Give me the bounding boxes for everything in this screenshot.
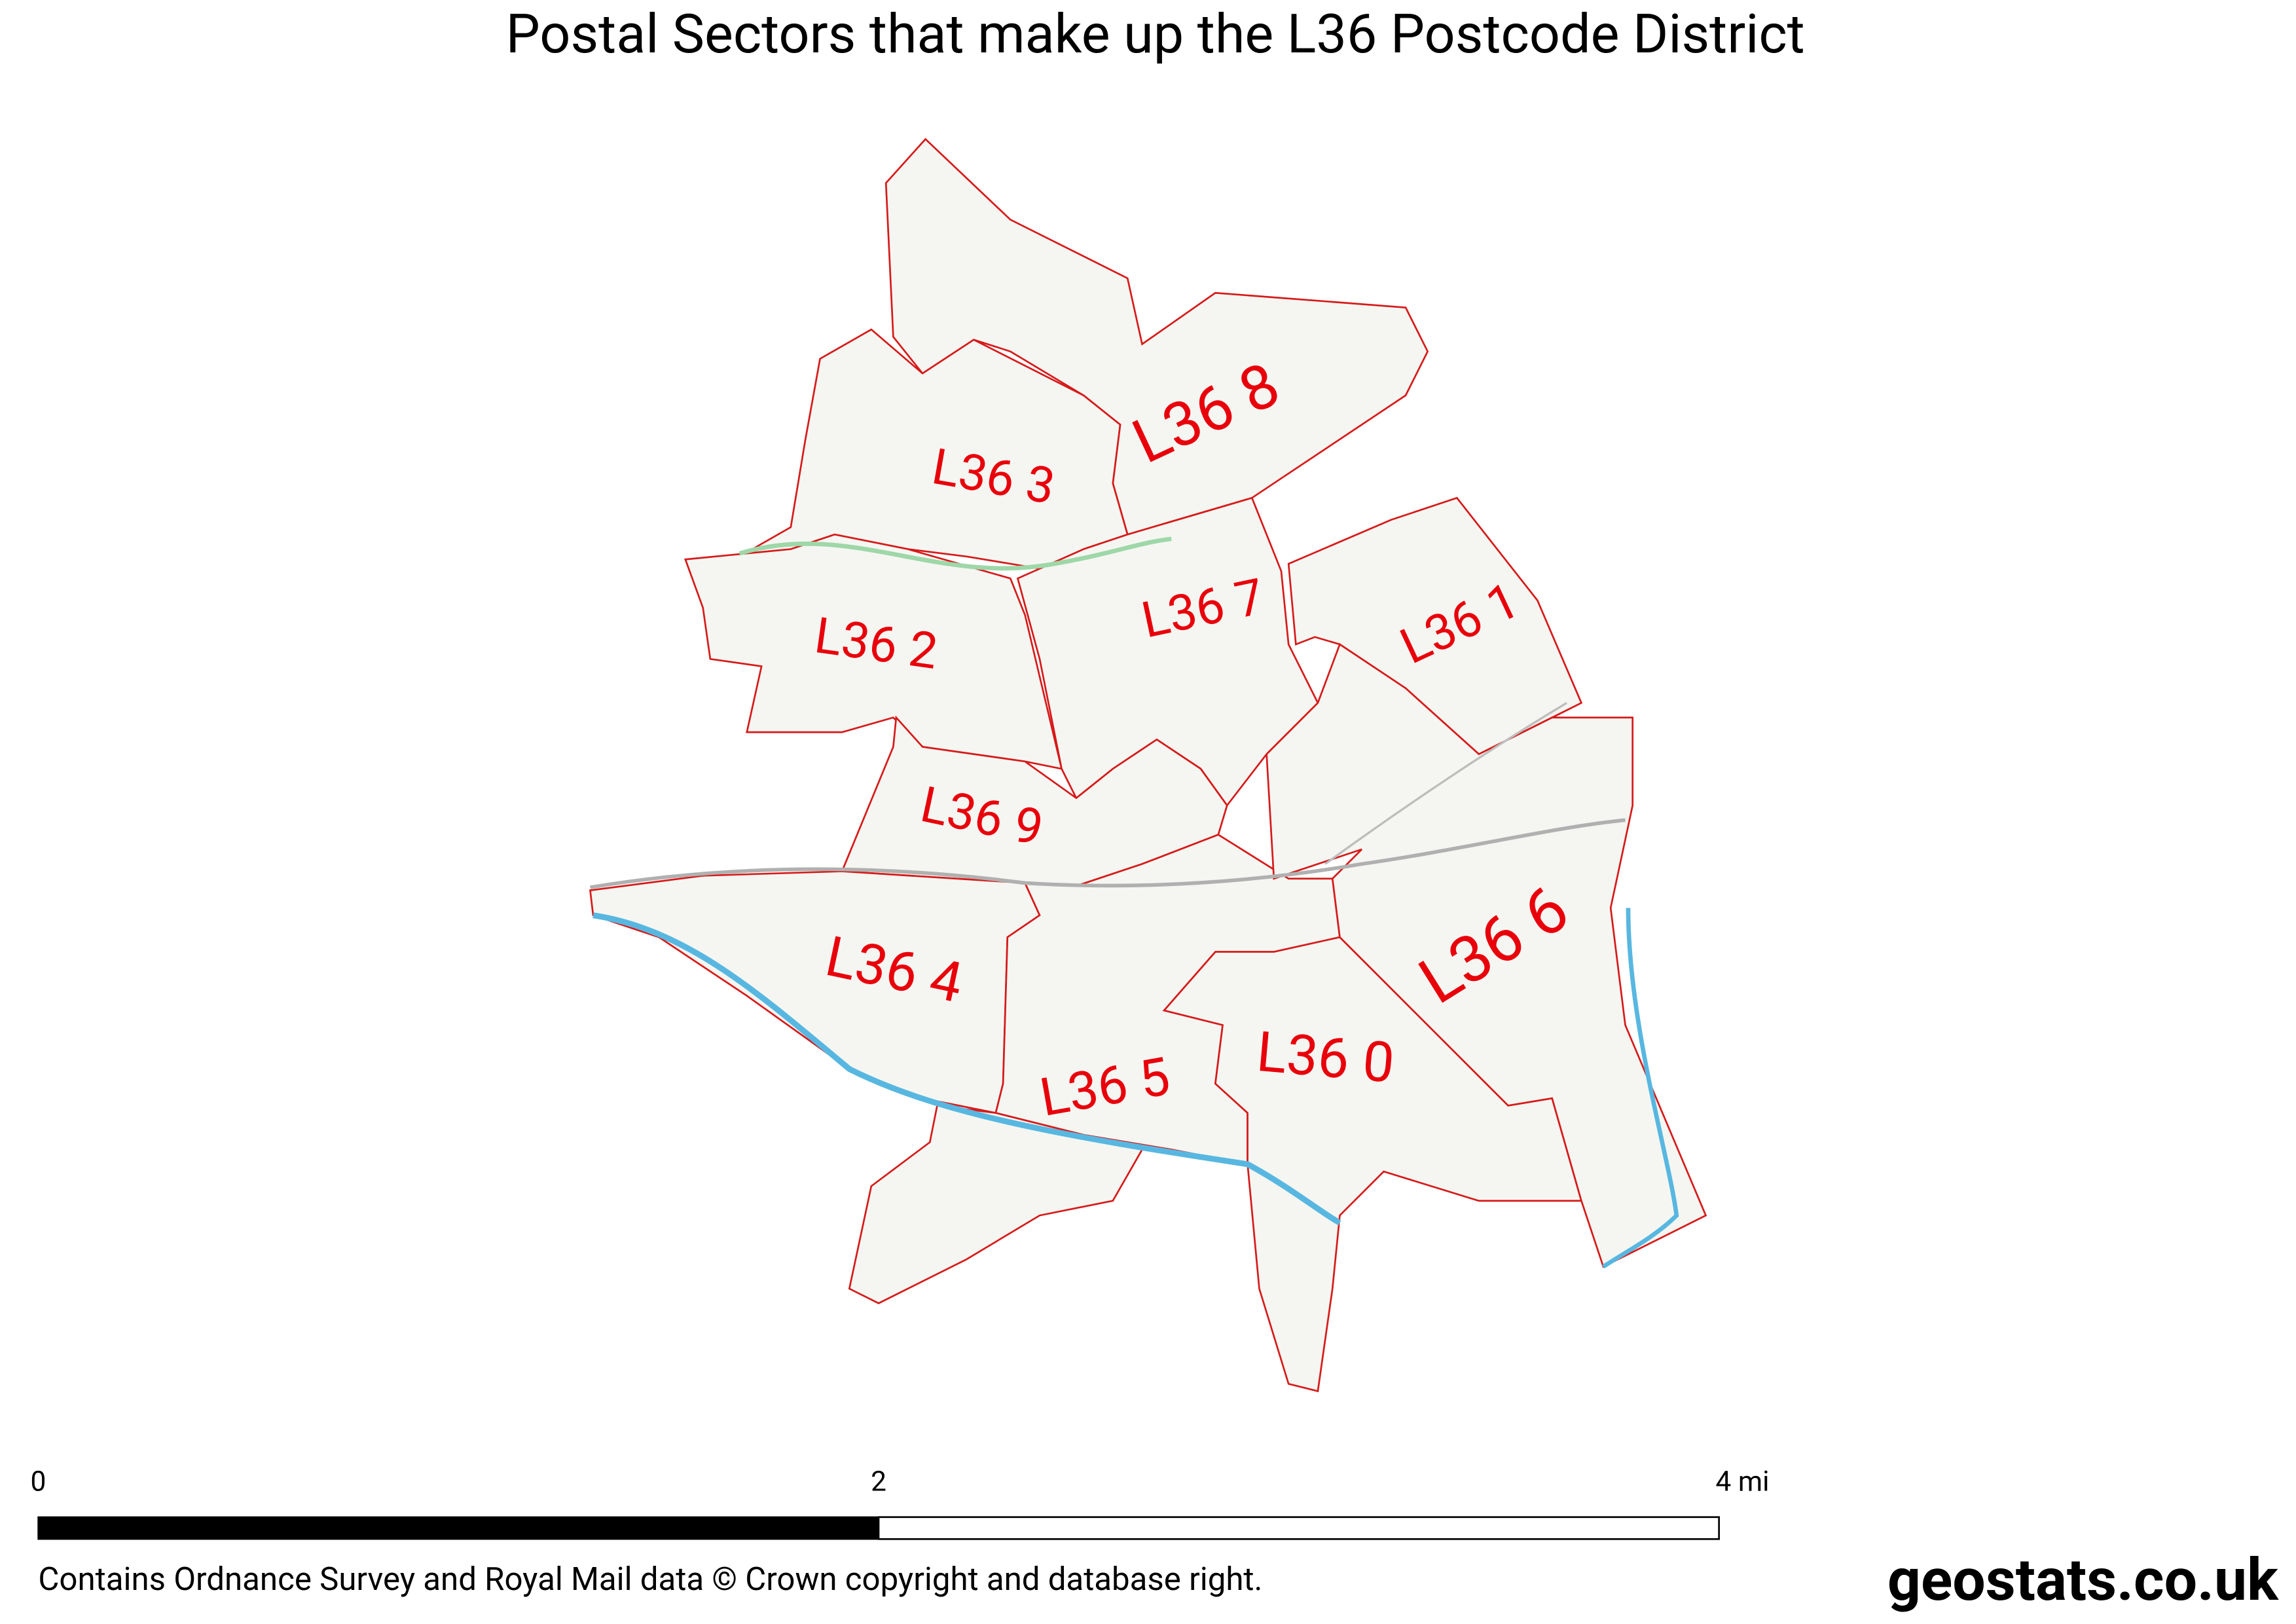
path bbox=[738, 536, 1172, 571]
brand: geostats.co.uk bbox=[1887, 1545, 2279, 1614]
sector-boundary bbox=[589, 870, 1041, 1115]
features bbox=[590, 536, 1679, 1269]
scale-bar-segment bbox=[877, 1516, 1720, 1540]
scale-label: 2 bbox=[871, 1466, 886, 1498]
sector-boundary bbox=[1016, 496, 1319, 807]
scale-label: 4 mi bbox=[1715, 1466, 1769, 1498]
scale-bar-segment bbox=[37, 1516, 880, 1540]
river bbox=[592, 912, 1341, 1226]
sector-boundary bbox=[1266, 642, 1707, 1268]
sector-label: L36 0 bbox=[1254, 1019, 1397, 1096]
sectors bbox=[589, 138, 1707, 1393]
river bbox=[1602, 908, 1679, 1269]
railway bbox=[590, 818, 1626, 889]
map-title: Postal Sectors that make up the L36 Post… bbox=[506, 3, 1805, 66]
sector-boundary bbox=[884, 138, 1429, 536]
scale-label: 0 bbox=[30, 1466, 46, 1498]
attribution: Contains Ordnance Survey and Royal Mail … bbox=[38, 1560, 1262, 1598]
railway bbox=[1324, 701, 1567, 865]
